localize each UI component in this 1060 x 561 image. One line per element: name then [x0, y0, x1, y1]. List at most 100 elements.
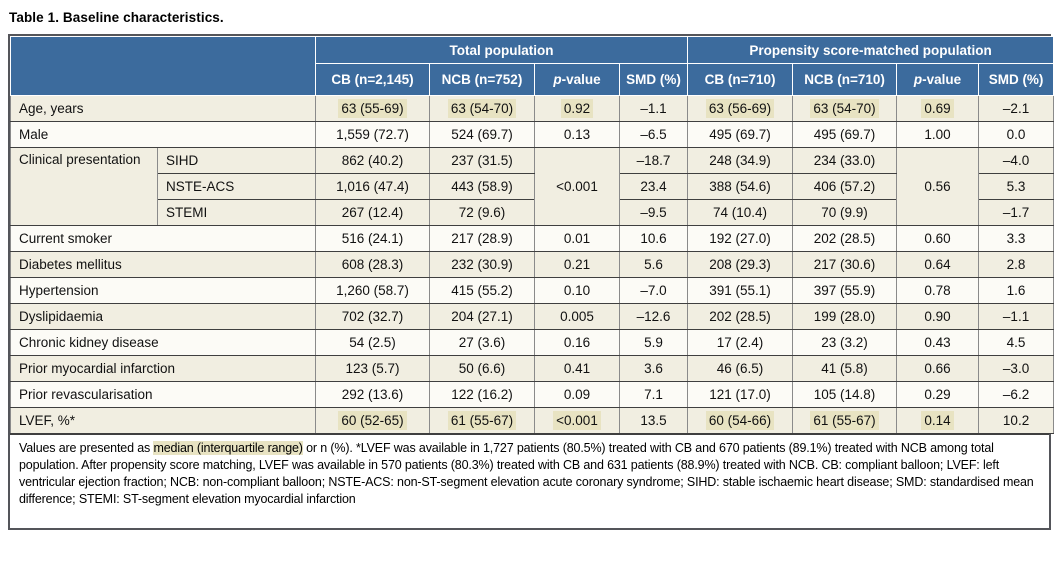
table-cell: 1.6 [978, 277, 1055, 304]
table-cell: 72 (9.6) [429, 199, 535, 226]
cell-value: <0.001 [556, 179, 598, 194]
cell-value: –1.1 [640, 101, 667, 116]
table-cell: 292 (13.6) [315, 381, 430, 408]
highlighted-value: 63 (56-69) [705, 99, 775, 118]
cell-value: 232 (30.9) [451, 257, 513, 272]
cell-value: 70 (9.9) [821, 205, 868, 220]
cell-value: 27 (3.6) [458, 335, 506, 350]
row-label: Dyslipidaemia [10, 303, 316, 330]
table-body: Age, years 63 (55-69) 63 (54-70) 0.92 –1.1 63… [10, 95, 1055, 434]
table-cell: 61 (55-67) [429, 407, 535, 434]
cell-value: –12.6 [636, 309, 671, 324]
table-cell: 267 (12.4) [315, 199, 430, 226]
cell-value: 391 (55.1) [709, 283, 771, 298]
cell-value: 23.4 [640, 179, 667, 194]
table-cell: 192 (27.0) [687, 225, 794, 252]
cell-value: 72 (9.6) [458, 205, 506, 220]
cell-value: 388 (54.6) [709, 179, 771, 194]
cell-value: 1,260 (58.7) [336, 283, 409, 298]
table-cell: 13.5 [618, 407, 689, 434]
row-label: NSTE-ACS [157, 173, 316, 200]
table-cell: 495 (69.7) [687, 121, 794, 148]
highlighted-value: <0.001 [553, 411, 601, 430]
table-cell: –2.1 [978, 95, 1055, 122]
table-cell: 122 (16.2) [429, 381, 535, 408]
table-cell: 391 (55.1) [687, 277, 794, 304]
cell-value: 4.5 [1006, 335, 1026, 350]
table-cell: 0.41 [534, 355, 620, 382]
table-cell: 0.005 [534, 303, 620, 330]
highlighted-value: 0.14 [921, 411, 954, 430]
table-cell: 1.00 [896, 121, 980, 148]
table-row: Age, years 63 (55-69) 63 (54-70) 0.92 –1.1 63… [10, 95, 1055, 122]
cell-value: 54 (2.5) [349, 335, 396, 350]
cell-value: 121 (17.0) [709, 387, 771, 402]
highlighted-value: 63 (55-69) [338, 99, 407, 118]
table-row: Chronic kidney disease 54 (2.5) 27 (3.6) 0.… [10, 329, 1055, 356]
table-row: Prior revascularisation 292 (13.6) 122 (16… [10, 381, 1055, 408]
cell-value: 0.90 [924, 309, 951, 324]
table-cell: 0.69 [896, 95, 980, 122]
table-cell: 23.4 [618, 173, 689, 200]
table-cell: 702 (32.7) [315, 303, 430, 330]
row-label: LVEF, %* [10, 407, 316, 434]
cell-value: 415 (55.2) [451, 283, 513, 298]
footnote-text-rest: or n (%). *LVEF was available in 1,727 p… [19, 441, 1034, 506]
table-cell: 0.60 [896, 225, 980, 252]
cell-value: 1,016 (47.4) [336, 179, 409, 194]
table-cell: 516 (24.1) [315, 225, 430, 252]
table-cell: 199 (28.0) [792, 303, 898, 330]
column-header-ncb-matched: NCB (n=710) [792, 63, 898, 96]
cell-value: 397 (55.9) [813, 283, 876, 298]
table-cell: –12.6 [618, 303, 689, 330]
table-cell: 443 (58.9) [429, 173, 535, 200]
table-cell: 74 (10.4) [687, 199, 794, 226]
footnote-highlighted-phrase: median (interquartile range) [153, 441, 303, 455]
highlighted-value: 61 (55-67) [447, 411, 517, 430]
cell-value: 516 (24.1) [341, 231, 404, 246]
table-cell: 0.0 [978, 121, 1055, 148]
table-row: Prior myocardial infarction 123 (5.7) 50 (… [10, 355, 1055, 382]
column-header-row: CB (n=2,145) NCB (n=752) p-value SMD (%)… [11, 63, 1055, 96]
table-cell: 2.8 [978, 251, 1055, 278]
cell-value: 0.21 [563, 257, 591, 272]
corner-cell [10, 36, 316, 96]
table-cell: 202 (28.5) [687, 303, 794, 330]
table-cell: 204 (27.1) [429, 303, 535, 330]
cell-value: 443 (58.9) [451, 179, 513, 194]
cell-value: 105 (14.8) [813, 387, 876, 402]
cell-value: 0.01 [563, 231, 591, 246]
cell-value: –9.5 [640, 205, 667, 220]
table-cell: 5.9 [618, 329, 689, 356]
table-cell: –6.2 [978, 381, 1055, 408]
table-cell: 232 (30.9) [429, 251, 535, 278]
highlighted-value: 63 (54-70) [810, 99, 879, 118]
cell-value: 0.64 [924, 257, 951, 272]
cell-value: 3.3 [1006, 231, 1026, 246]
table-cell: 46 (6.5) [687, 355, 794, 382]
table-cell: 862 (40.2) [315, 147, 430, 174]
row-label: STEMI [157, 199, 316, 226]
cell-value: 5.3 [1006, 179, 1026, 194]
highlighted-value: 60 (52-65) [338, 411, 407, 430]
table-cell: –6.5 [618, 121, 689, 148]
cell-value: 199 (28.0) [813, 309, 876, 324]
table-cell: 10.2 [978, 407, 1055, 434]
cell-value: 0.29 [924, 387, 951, 402]
column-header-smd-total: SMD (%) [618, 63, 689, 96]
highlighted-value: 60 (54-66) [705, 411, 775, 430]
table-cell: 234 (33.0) [792, 147, 898, 174]
table-cell: 0.01 [534, 225, 620, 252]
cell-value: 74 (10.4) [713, 205, 768, 220]
table-cell: 1,016 (47.4) [315, 173, 430, 200]
cell-value: 0.10 [563, 283, 591, 298]
table-cell: 495 (69.7) [792, 121, 898, 148]
row-label: Current smoker [10, 225, 316, 252]
row-label: Age, years [10, 95, 316, 122]
cell-value: 122 (16.2) [451, 387, 513, 402]
table-cell: 1,559 (72.7) [315, 121, 430, 148]
cell-value: 208 (29.3) [709, 257, 771, 272]
highlighted-value: 0.92 [560, 99, 594, 118]
table-cell: 105 (14.8) [792, 381, 898, 408]
cell-value: 862 (40.2) [341, 153, 404, 168]
